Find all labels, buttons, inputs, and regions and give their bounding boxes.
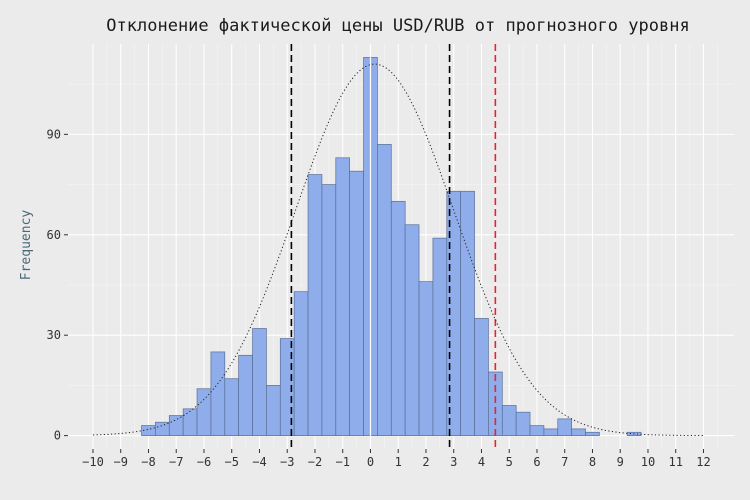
histogram-bar bbox=[432, 237, 448, 436]
histogram-bar bbox=[460, 190, 475, 436]
x-tick-label: 1 bbox=[395, 455, 402, 469]
histogram-bar bbox=[196, 388, 212, 436]
histogram-bar bbox=[238, 354, 253, 436]
x-tick-label: −1 bbox=[335, 455, 349, 469]
histogram-bar bbox=[252, 328, 267, 436]
histogram-bars bbox=[141, 57, 642, 436]
x-tick-label: 9 bbox=[617, 455, 624, 469]
histogram-bar bbox=[349, 170, 364, 436]
x-tick-label: 12 bbox=[696, 455, 710, 469]
y-tick-label: 60 bbox=[47, 228, 61, 242]
x-axis: −10 −9 −8 −7 −6 −5 −4 −3 −2 −1 0 1 2 3 4 5 6 7 8 9 10 11 12 bbox=[82, 449, 711, 469]
histogram-bar bbox=[543, 428, 559, 436]
x-tick-label: 0 bbox=[367, 455, 374, 469]
histogram-bar bbox=[571, 428, 586, 436]
x-tick-label: −3 bbox=[280, 455, 294, 469]
histogram-bar bbox=[557, 418, 573, 436]
histogram-bar bbox=[390, 200, 406, 436]
x-tick-label: 4 bbox=[478, 455, 485, 469]
chart-title: Отклонение фактической цены USD/RUB от п… bbox=[106, 16, 689, 36]
histogram-bar bbox=[266, 385, 281, 436]
x-tick-label: −10 bbox=[82, 455, 104, 469]
normal-curve bbox=[92, 63, 704, 437]
histogram-bar bbox=[224, 378, 240, 436]
histogram-bar bbox=[488, 371, 503, 436]
y-tick-label: 0 bbox=[54, 429, 61, 443]
histogram-bar bbox=[501, 405, 517, 436]
histogram-bar bbox=[585, 431, 600, 436]
histogram-bar bbox=[168, 415, 184, 436]
histogram-bar bbox=[418, 281, 434, 436]
x-tick-label: −8 bbox=[141, 455, 155, 469]
x-tick-label: 10 bbox=[641, 455, 655, 469]
x-tick-label: 5 bbox=[506, 455, 513, 469]
y-tick-label: 30 bbox=[47, 328, 61, 342]
histogram-bar bbox=[307, 174, 323, 436]
x-tick-label: −7 bbox=[169, 455, 183, 469]
y-axis: 0 30 60 90 bbox=[47, 127, 68, 443]
reference-lines bbox=[290, 44, 497, 449]
x-tick-label: 7 bbox=[561, 455, 568, 469]
x-tick-label: 2 bbox=[422, 455, 429, 469]
x-tick-label: 3 bbox=[450, 455, 457, 469]
histogram-bar bbox=[210, 351, 226, 436]
histogram-bar bbox=[335, 157, 351, 436]
histogram-bar bbox=[515, 411, 531, 436]
x-tick-label: −2 bbox=[308, 455, 322, 469]
x-tick-label: −6 bbox=[197, 455, 211, 469]
x-tick-label: 11 bbox=[668, 455, 682, 469]
histogram-bar bbox=[404, 224, 420, 436]
histogram-bar bbox=[293, 291, 309, 436]
x-tick-label: −4 bbox=[252, 455, 266, 469]
x-tick-label: 8 bbox=[589, 455, 596, 469]
normal-curve-line bbox=[92, 63, 704, 437]
histogram-bar bbox=[182, 408, 198, 436]
histogram-bar bbox=[529, 425, 545, 436]
x-tick-label: 6 bbox=[533, 455, 540, 469]
histogram-bar bbox=[474, 318, 489, 436]
x-tick-label: −9 bbox=[113, 455, 127, 469]
histogram-bar bbox=[377, 144, 392, 436]
y-tick-label: 90 bbox=[47, 127, 61, 141]
y-axis-title: Frequency bbox=[19, 210, 34, 281]
histogram-bar bbox=[155, 421, 170, 436]
histogram-bar bbox=[321, 184, 337, 436]
x-tick-label: −5 bbox=[224, 455, 238, 469]
